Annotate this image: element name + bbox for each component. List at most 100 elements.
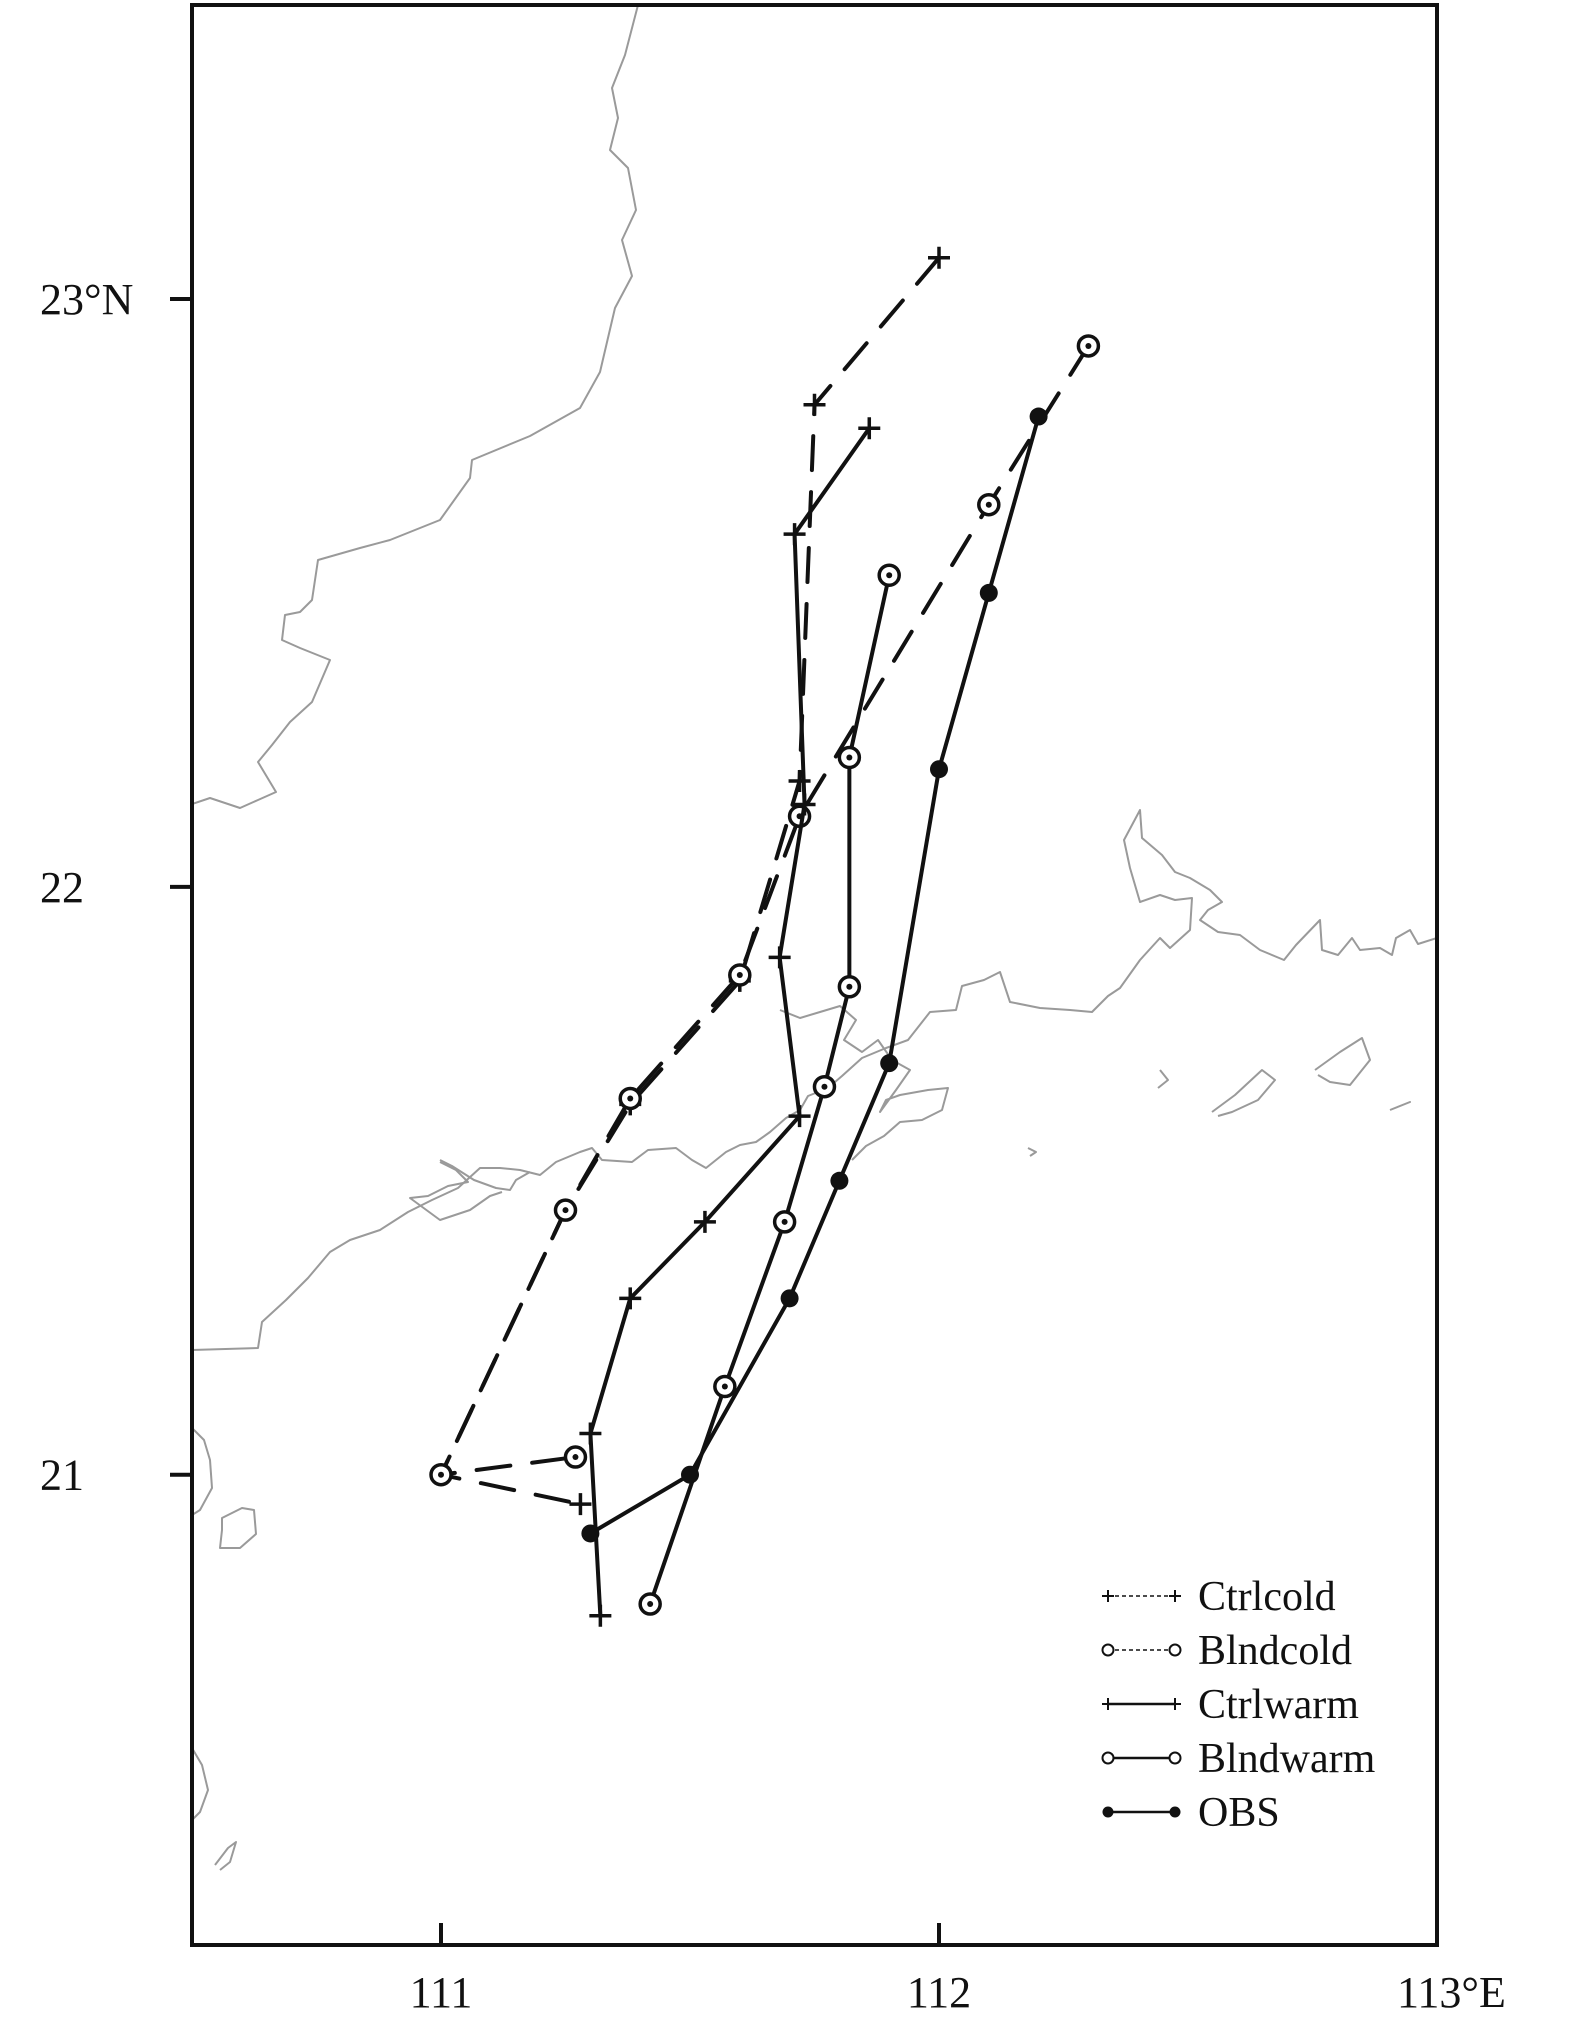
track-point-blndcold-4-center bbox=[627, 1095, 634, 1102]
coastline-bay-west bbox=[409, 1161, 503, 1221]
legend-label-ctrlwarm: Ctrlwarm bbox=[1198, 1682, 1359, 1728]
track-point-blndwarm-3 bbox=[812, 1074, 837, 1099]
coastline-hainan-south bbox=[192, 1747, 209, 1821]
track-point-blndcold-6-center bbox=[438, 1471, 444, 1478]
track-point-blndwarm-1-center bbox=[846, 754, 853, 761]
track-point-blndcold-3 bbox=[728, 963, 752, 987]
province-boundary bbox=[192, 5, 639, 809]
track-point-blndwarm-4 bbox=[772, 1210, 797, 1234]
series-ctrlcold bbox=[430, 246, 950, 1516]
track-point-ctrlwarm-7 bbox=[579, 1422, 602, 1445]
track-point-ctrlcold-7 bbox=[569, 1493, 592, 1516]
track-point-blndcold-0 bbox=[1076, 334, 1101, 358]
series-blndcold bbox=[429, 334, 1101, 1487]
legend-marker-blndwarm-0 bbox=[1101, 1751, 1115, 1765]
legend-label-ctrlcold: Ctrlcold bbox=[1198, 1574, 1336, 1620]
track-point-ctrlwarm-0 bbox=[858, 417, 881, 440]
coastline-peninsula bbox=[439, 1159, 531, 1191]
track-point-obs-2 bbox=[930, 760, 948, 779]
legend-label-blndwarm: Blndwarm bbox=[1198, 1736, 1376, 1782]
legend-marker-ctrlcold-0 bbox=[1102, 1590, 1114, 1602]
legend-entry-ctrlcold: Ctrlcold bbox=[1102, 1574, 1336, 1620]
track-point-obs-7 bbox=[581, 1524, 600, 1543]
coastline-estuary bbox=[779, 1005, 949, 1161]
legend-marker-ctrlwarm-1 bbox=[1169, 1698, 1181, 1710]
x-tick-label-1: 112 bbox=[907, 1968, 971, 2017]
track-point-blndwarm-2 bbox=[837, 975, 862, 999]
track-point-ctrlcold-2 bbox=[788, 770, 811, 792]
coastline-map bbox=[192, 5, 1437, 1871]
x-tick-label-0: 111 bbox=[410, 1968, 473, 2017]
track-point-blndwarm-5-center bbox=[721, 1383, 728, 1390]
coastline-island-dot bbox=[1027, 1147, 1037, 1157]
x-tick-label-2: 113°E bbox=[1397, 1968, 1506, 2017]
legend-marker-obs-1 bbox=[1169, 1806, 1181, 1818]
track-point-ctrlwarm-1 bbox=[783, 523, 806, 546]
track-point-ctrlcold-1 bbox=[803, 393, 826, 416]
track-point-ctrlwarm-8 bbox=[589, 1604, 612, 1627]
track-point-blndcold-7-center bbox=[572, 1454, 579, 1461]
legend-marker-ctrlcold-1 bbox=[1169, 1590, 1181, 1602]
plot-frame bbox=[190, 3, 1439, 1947]
track-point-obs-0 bbox=[1029, 407, 1048, 426]
coastline-islands-east-2 bbox=[1314, 1037, 1371, 1086]
track-point-blndcold-0-center bbox=[1085, 342, 1092, 349]
coastline-south-islet bbox=[214, 1841, 237, 1871]
legend: Ctrlcold Blndcold Ctrlwarm Blndwarm OBS bbox=[1101, 1574, 1376, 1836]
track-point-obs-1 bbox=[979, 583, 998, 602]
track-point-blndwarm-0-center bbox=[886, 572, 893, 579]
track-point-blndwarm-0 bbox=[877, 563, 901, 587]
series-blndwarm bbox=[638, 563, 901, 1616]
track-point-blndwarm-4-center bbox=[781, 1218, 788, 1225]
track-point-blndcold-6 bbox=[429, 1462, 453, 1487]
coastline-islands-east-3 bbox=[1389, 1101, 1411, 1111]
legend-marker-blndcold-1 bbox=[1168, 1643, 1182, 1657]
track-point-blndcold-1 bbox=[977, 492, 1001, 517]
series-obs bbox=[581, 407, 1048, 1543]
coastline-hainan-north bbox=[192, 1427, 213, 1516]
y-tick-label-1: 22 bbox=[40, 863, 84, 912]
track-point-blndwarm-6 bbox=[638, 1592, 662, 1616]
legend-entry-blndcold: Blndcold bbox=[1101, 1628, 1352, 1674]
legend-marker-blndcold-0 bbox=[1101, 1643, 1115, 1657]
legend-entry-blndwarm: Blndwarm bbox=[1101, 1736, 1376, 1782]
track-point-ctrlwarm-2 bbox=[793, 793, 816, 816]
track-point-ctrlwarm-4 bbox=[788, 1105, 811, 1128]
track-point-ctrlwarm-3 bbox=[768, 946, 791, 969]
legend-label-obs: OBS bbox=[1198, 1790, 1280, 1836]
coastline-islands-east bbox=[1211, 1069, 1276, 1117]
track-point-blndwarm-2-center bbox=[846, 983, 853, 990]
track-point-blndcold-7 bbox=[563, 1445, 588, 1469]
track-point-obs-5 bbox=[780, 1289, 799, 1308]
tracks bbox=[429, 246, 1101, 1627]
track-line-blndcold bbox=[439, 343, 1091, 1477]
legend-marker-obs-0 bbox=[1102, 1806, 1114, 1818]
legend-marker-ctrlwarm-0 bbox=[1102, 1698, 1114, 1710]
track-point-ctrlwarm-5 bbox=[693, 1210, 716, 1233]
track-point-blndwarm-1 bbox=[837, 745, 862, 770]
legend-entry-obs: OBS bbox=[1102, 1790, 1280, 1836]
track-point-obs-3 bbox=[880, 1054, 899, 1073]
track-point-blndcold-4 bbox=[618, 1086, 642, 1111]
track-point-obs-4 bbox=[830, 1171, 849, 1190]
coastline-island-small bbox=[1157, 1069, 1169, 1089]
series-ctrlwarm bbox=[579, 417, 881, 1627]
legend-label-blndcold: Blndcold bbox=[1198, 1628, 1352, 1674]
track-point-blndcold-5 bbox=[553, 1198, 578, 1222]
track-point-blndwarm-5 bbox=[713, 1374, 737, 1399]
track-point-blndcold-3-center bbox=[736, 972, 743, 978]
track-point-blndwarm-6-center bbox=[647, 1601, 654, 1608]
track-point-blndwarm-3-center bbox=[821, 1083, 828, 1090]
coastline-hainan-islet bbox=[219, 1507, 257, 1549]
axes: 111 112 113°E 21 22 23°N bbox=[40, 275, 1506, 2017]
track-point-obs-6 bbox=[681, 1465, 699, 1484]
y-tick-label-2: 23°N bbox=[40, 275, 133, 324]
y-tick-label-0: 21 bbox=[40, 1451, 84, 1500]
track-point-blndcold-1-center bbox=[985, 501, 992, 508]
track-point-ctrlwarm-6 bbox=[619, 1287, 642, 1310]
track-point-ctrlcold-0 bbox=[928, 246, 950, 269]
track-line-ctrlwarm bbox=[588, 426, 872, 1618]
legend-marker-blndwarm-1 bbox=[1168, 1751, 1182, 1765]
track-line-obs bbox=[588, 414, 1041, 1536]
